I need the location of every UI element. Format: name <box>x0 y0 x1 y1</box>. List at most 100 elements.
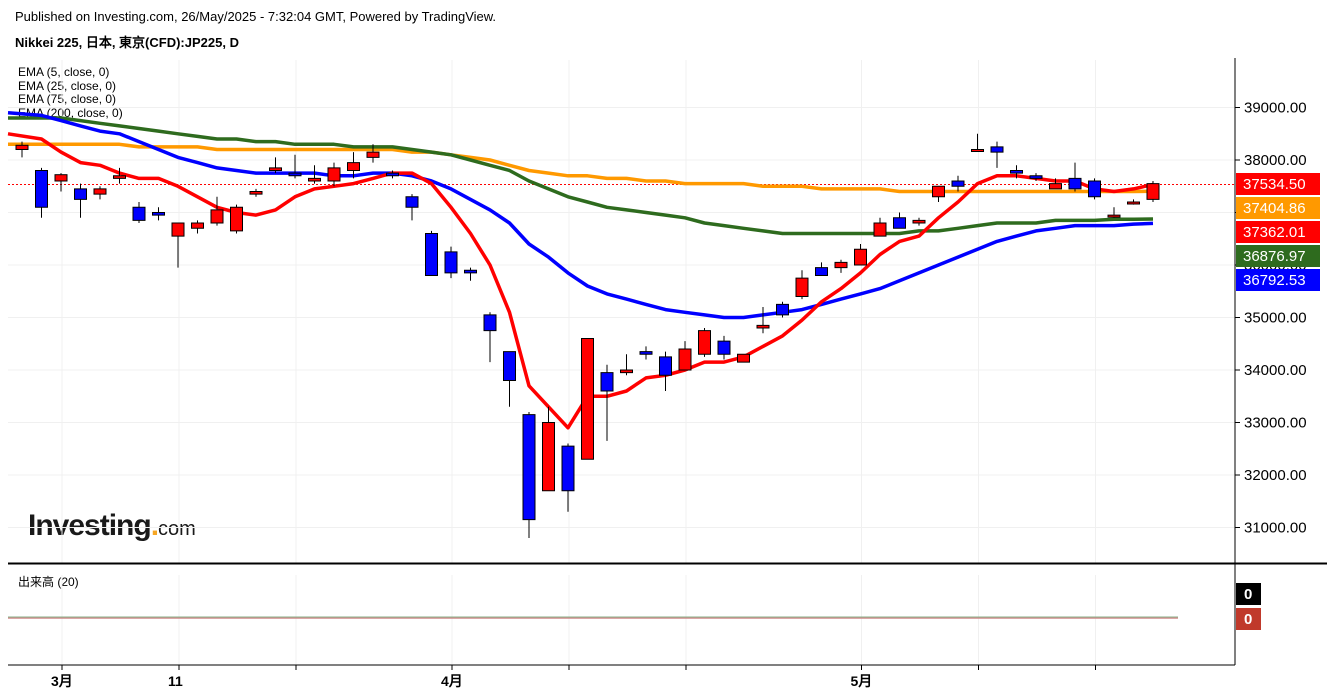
ema25-line <box>7 111 1154 320</box>
time-tick-label: 11 <box>168 673 183 689</box>
candle-body <box>717 340 731 355</box>
candle-body <box>366 151 380 158</box>
candle-body <box>1049 183 1062 190</box>
candle-body <box>776 303 789 316</box>
candle-body <box>288 172 302 177</box>
candle-body <box>386 172 399 177</box>
candle-body <box>561 445 575 492</box>
time-tick-label: 3月 <box>51 673 73 689</box>
candle-body <box>990 146 1004 153</box>
candle-body <box>1146 183 1160 200</box>
candle-body <box>230 206 243 232</box>
candle-body <box>249 191 263 195</box>
grid-lines <box>8 60 1235 665</box>
candle-body <box>581 338 594 460</box>
candle-body <box>152 212 165 216</box>
candle-body <box>932 185 945 198</box>
time-tick-label: 4月 <box>441 673 463 689</box>
candle-body <box>659 356 672 376</box>
volume-pane: 00 <box>8 583 1261 630</box>
published-note: Published on Investing.com, 26/May/2025 … <box>15 9 497 24</box>
candle-body <box>308 177 321 182</box>
price-badge-label: 36792.53 <box>1243 272 1306 289</box>
candle-body <box>503 351 516 381</box>
price-badge-label: 37534.50 <box>1243 176 1306 193</box>
candle-body <box>15 144 29 151</box>
candle-body <box>542 422 555 492</box>
candle-body <box>132 206 146 221</box>
candle-body <box>1029 175 1043 179</box>
price-badge-label: 36876.97 <box>1243 248 1306 265</box>
volume-badge <box>1236 608 1261 630</box>
price-badge <box>1236 197 1320 219</box>
price-tick-label: 35000.00 <box>1244 310 1307 327</box>
candle-body <box>639 351 653 355</box>
candle-body <box>464 269 477 274</box>
candles <box>15 133 1160 538</box>
volume-badge-label: 0 <box>1244 586 1252 603</box>
price-tick-label: 34000.00 <box>1244 362 1307 379</box>
candle-body <box>834 261 848 269</box>
candle-body <box>873 222 887 237</box>
candle-body <box>912 219 926 224</box>
candle-body <box>269 167 282 171</box>
candle-body <box>1107 214 1121 218</box>
candle-body <box>522 414 536 521</box>
candle-body <box>171 222 185 237</box>
candle-body <box>1010 170 1023 174</box>
investing-logo: Investing.com <box>28 509 196 542</box>
candle-body <box>854 248 867 266</box>
price-badge <box>1236 173 1320 195</box>
candle-body <box>405 196 419 208</box>
candle-body <box>600 372 614 392</box>
price-badge <box>1236 221 1320 243</box>
candle-body <box>35 170 48 208</box>
ema75-line <box>8 116 1154 236</box>
candle-body <box>444 251 458 274</box>
volume-title: 出来高 (20) <box>18 575 79 589</box>
candle-body <box>620 369 633 374</box>
candle-body <box>893 217 906 229</box>
logo-main: Investing <box>28 509 152 542</box>
price-badges: 37534.50 37404.86 37362.01 36876.97 36792.53 <box>1236 173 1320 291</box>
candle-body <box>795 277 809 297</box>
price-badge <box>1236 269 1320 291</box>
ema200-line <box>8 142 1154 194</box>
candle-body <box>698 330 711 355</box>
candle-body <box>93 188 107 195</box>
candle-body <box>425 233 438 276</box>
price-badge-label: 37362.01 <box>1243 224 1306 241</box>
volume-badge-label: 0 <box>1244 611 1252 628</box>
symbol-title: Nikkei 225, 日本, 東京(CFD):JP225, D <box>15 35 239 50</box>
candle-body <box>74 188 87 200</box>
candle-body <box>1088 180 1101 198</box>
time-tick-label: 5月 <box>851 673 873 689</box>
volume-badge <box>1236 583 1261 605</box>
price-tick-label: 32000.00 <box>1244 467 1307 484</box>
price-badge-label: 37404.86 <box>1243 200 1306 217</box>
ema5-label: EMA (5, close, 0) <box>18 65 110 79</box>
candle-body <box>483 314 497 332</box>
price-tick-label: 38000.00 <box>1244 152 1307 169</box>
ema25-label: EMA (25, close, 0) <box>18 78 117 93</box>
candle-body <box>347 162 360 171</box>
candle-body <box>815 267 828 276</box>
candle-body <box>678 348 692 371</box>
candle-body <box>971 149 984 152</box>
candle-body <box>737 353 750 363</box>
ema75-label: EMA (75, close, 0) <box>18 92 117 106</box>
candle-body <box>951 180 965 187</box>
candle-body <box>113 175 126 179</box>
price-tick-label: 39000.00 <box>1244 100 1307 117</box>
candle-body <box>54 174 68 182</box>
candle-body <box>191 222 204 229</box>
indicator-legend: EMA (5, close, 0) EMA (25, close, 0) EMA… <box>18 65 123 120</box>
candle-body <box>756 324 770 329</box>
time-axis: 3月 11 4月 5月 <box>51 665 1096 689</box>
price-axis: 31000.00 32000.00 33000.00 34000.00 35000.00… <box>1235 100 1307 537</box>
candle-body <box>210 209 224 224</box>
price-tick-label: 33000.00 <box>1244 415 1307 432</box>
candle-body <box>1127 201 1140 205</box>
logo-suffix: com <box>158 518 196 540</box>
